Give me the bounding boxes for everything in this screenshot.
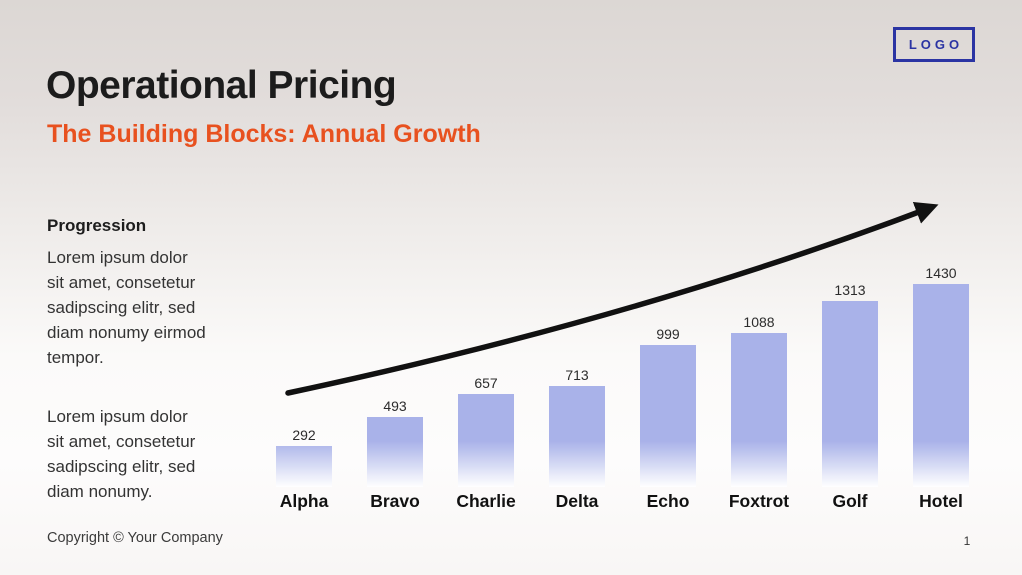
bar-category-label: Echo: [646, 491, 690, 511]
sidebar-heading: Progression: [47, 216, 147, 235]
chart-column: 657 Charlie: [456, 263, 516, 513]
page-title: Operational Pricing: [46, 64, 397, 107]
bar-category-label: Charlie: [456, 491, 516, 511]
footer-copyright: Copyright © Your Company: [47, 530, 223, 546]
chart-column: 713 Delta: [549, 263, 605, 513]
bar: [822, 301, 878, 487]
sidebar-paragraph-1: Lorem ipsum dolor sit amet, consetetur s…: [47, 248, 206, 367]
sidebar-text-block: Progression Lorem ipsum dolor sit amet, …: [47, 216, 262, 504]
bar-category-label: Alpha: [279, 491, 329, 511]
chart-column: 1088 Foxtrot: [728, 263, 790, 513]
bar-category-label: Bravo: [370, 491, 420, 511]
chart-column: 1313 Golf: [822, 263, 878, 513]
bar: [276, 446, 332, 487]
bar: [549, 386, 605, 487]
bar: [731, 333, 787, 487]
bar-category-label: Golf: [832, 491, 868, 511]
bar-chart: 292 Alpha 493 Bravo 657 Charlie 713 Delta 999 Ech…: [276, 263, 969, 513]
bar-category-label: Hotel: [919, 491, 963, 511]
bar-value-label: 713: [565, 367, 589, 383]
logo-label: LOGO: [908, 37, 964, 52]
sidebar-paragraph-2: Lorem ipsum dolor sit amet, consetetur s…: [47, 407, 196, 501]
bar: [640, 345, 696, 487]
chart-column: 493 Bravo: [367, 263, 423, 513]
bar: [913, 284, 969, 487]
bar-value-label: 1313: [834, 282, 866, 298]
logo: LOGO: [893, 27, 975, 62]
page-number: 1: [963, 534, 971, 548]
chart-column: 1430 Hotel: [913, 263, 969, 513]
bar-value-label: 657: [474, 375, 498, 391]
bar-category-label: Delta: [555, 491, 599, 511]
bar-value-label: 999: [656, 326, 680, 342]
bar-value-label: 1088: [743, 314, 775, 330]
bar: [367, 417, 423, 487]
chart-column: 292 Alpha: [276, 263, 332, 513]
chart-column: 999 Echo: [640, 263, 696, 513]
bar: [458, 394, 514, 487]
bar-value-label: 292: [292, 427, 316, 443]
bar-value-label: 1430: [925, 265, 957, 281]
page-subtitle: The Building Blocks: Annual Growth: [47, 120, 481, 148]
bar-value-label: 493: [383, 398, 407, 414]
bar-category-label: Foxtrot: [728, 491, 790, 511]
